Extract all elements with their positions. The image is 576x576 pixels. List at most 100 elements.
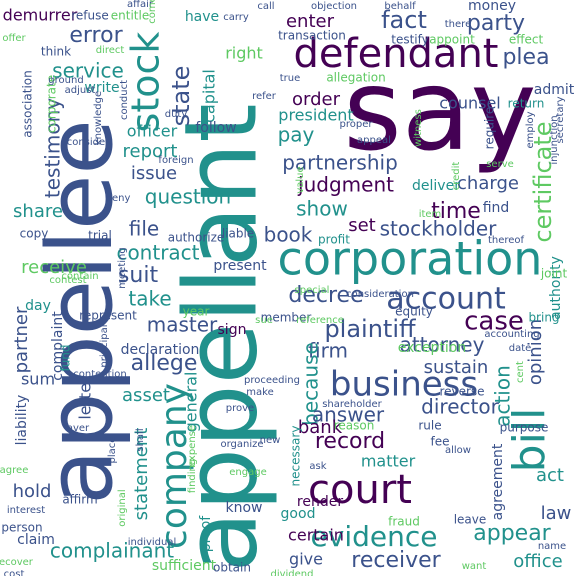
word-sign: sign: [218, 322, 247, 338]
word-share: share: [13, 201, 63, 222]
word-represent: represent: [79, 309, 137, 323]
word-exception: exception: [398, 340, 466, 356]
word-entitle: entitle: [111, 9, 149, 23]
word-person: person: [1, 521, 42, 535]
word-serve: serve: [486, 159, 514, 170]
word-master: master: [147, 313, 218, 337]
word-carry: carry: [223, 12, 249, 23]
word-account: account: [386, 282, 506, 317]
word-recover: recover: [0, 557, 34, 568]
word-contention: contention: [73, 369, 127, 380]
word-ground: ground: [48, 75, 83, 86]
word-secretary: secretary: [555, 96, 566, 143]
word-take: take: [128, 287, 171, 311]
word-require: require: [483, 107, 497, 150]
word-rule: rule: [418, 419, 441, 433]
word-engage: engage: [229, 467, 266, 478]
word-error: error: [69, 23, 123, 48]
word-testimony: testimony: [41, 98, 65, 198]
word-credit: credit: [451, 162, 462, 191]
word-obtain: obtain: [213, 561, 251, 575]
word-purpose: purpose: [500, 421, 549, 435]
word-receive: receive: [21, 257, 87, 278]
word-duty: duty: [165, 109, 188, 120]
word-say: say: [343, 46, 536, 176]
word-affair: affair: [127, 0, 154, 10]
word-come: come: [147, 0, 158, 24]
word-enter: enter: [286, 11, 335, 32]
word-reason: reason: [334, 419, 375, 433]
word-there: there: [445, 19, 471, 30]
word-time: time: [431, 199, 481, 224]
word-trial: trial: [88, 229, 112, 243]
word-aver: aver: [67, 423, 90, 434]
word-original: original: [117, 489, 128, 526]
word-service: service: [52, 59, 124, 83]
word-because: because: [299, 342, 323, 426]
word-know: know: [226, 500, 263, 516]
word-evidence: evidence: [311, 520, 438, 553]
word-right: right: [225, 44, 263, 63]
word-meeting: meeting: [117, 247, 128, 288]
word-item: item: [419, 209, 442, 220]
word-opinion: opinion: [525, 319, 546, 385]
word-fraud: fraud: [388, 515, 420, 529]
word-finding: finding: [187, 459, 198, 493]
word-render: render: [297, 494, 343, 510]
word-refuse: refuse: [71, 9, 109, 23]
word-injunction: injunction: [549, 115, 560, 164]
word-special: special: [295, 285, 330, 296]
word-money: money: [468, 0, 516, 14]
word-want: want: [462, 561, 487, 572]
word-value: value: [295, 166, 306, 193]
word-state: state: [167, 66, 195, 127]
word-copy: copy: [20, 227, 49, 241]
word-accounting: accounting: [484, 329, 539, 340]
word-charge: charge: [457, 173, 519, 194]
word-decree: decree: [288, 283, 363, 308]
word-date: date: [509, 343, 532, 354]
word-bill: bill: [504, 408, 555, 473]
word-find: find: [483, 200, 510, 216]
word-ask: ask: [309, 461, 326, 472]
word-corporate: corporate: [45, 75, 59, 133]
word-certain: certain: [288, 526, 344, 545]
word-call: call: [257, 1, 274, 12]
word-court: court: [308, 467, 412, 513]
word-issue: issue: [131, 163, 177, 184]
word-business: business: [330, 365, 478, 405]
word-testify: testify: [391, 33, 429, 47]
word-asset: asset: [122, 385, 170, 406]
word-firm: firm: [308, 339, 348, 363]
word-stockholder: stockholder: [380, 217, 498, 241]
word-hold: hold: [13, 481, 52, 502]
word-knowledge: knowledge: [93, 91, 104, 145]
word-organize: organize: [220, 439, 263, 450]
word-deliver: deliver: [412, 178, 460, 194]
word-objection: objection: [311, 1, 357, 12]
word-contest: contest: [49, 275, 86, 286]
word-sufficient: sufficient: [152, 558, 217, 574]
word-company: company: [154, 383, 195, 549]
word-stock: stock: [124, 32, 168, 133]
word-behalf: behalf: [384, 1, 416, 12]
word-bank: bank: [298, 417, 343, 438]
word-true: true: [280, 73, 301, 84]
word-sustain: sustain: [424, 357, 489, 378]
word-think: think: [41, 45, 71, 59]
word-show: show: [296, 197, 348, 221]
word-declaration: declaration: [121, 342, 200, 358]
word-principal: principal: [99, 324, 110, 367]
word-action: action: [491, 365, 515, 427]
word-expense: expense: [187, 425, 198, 467]
word-case: case: [464, 307, 524, 337]
word-association: association: [21, 70, 35, 137]
word-leave: leave: [454, 513, 487, 527]
word-fee: fee: [431, 435, 450, 449]
word-set: set: [348, 215, 376, 236]
word-statement: statement: [131, 428, 152, 521]
word-allow: allow: [445, 445, 471, 456]
word-offer: offer: [2, 33, 26, 44]
word-attorney: attorney: [400, 333, 485, 357]
